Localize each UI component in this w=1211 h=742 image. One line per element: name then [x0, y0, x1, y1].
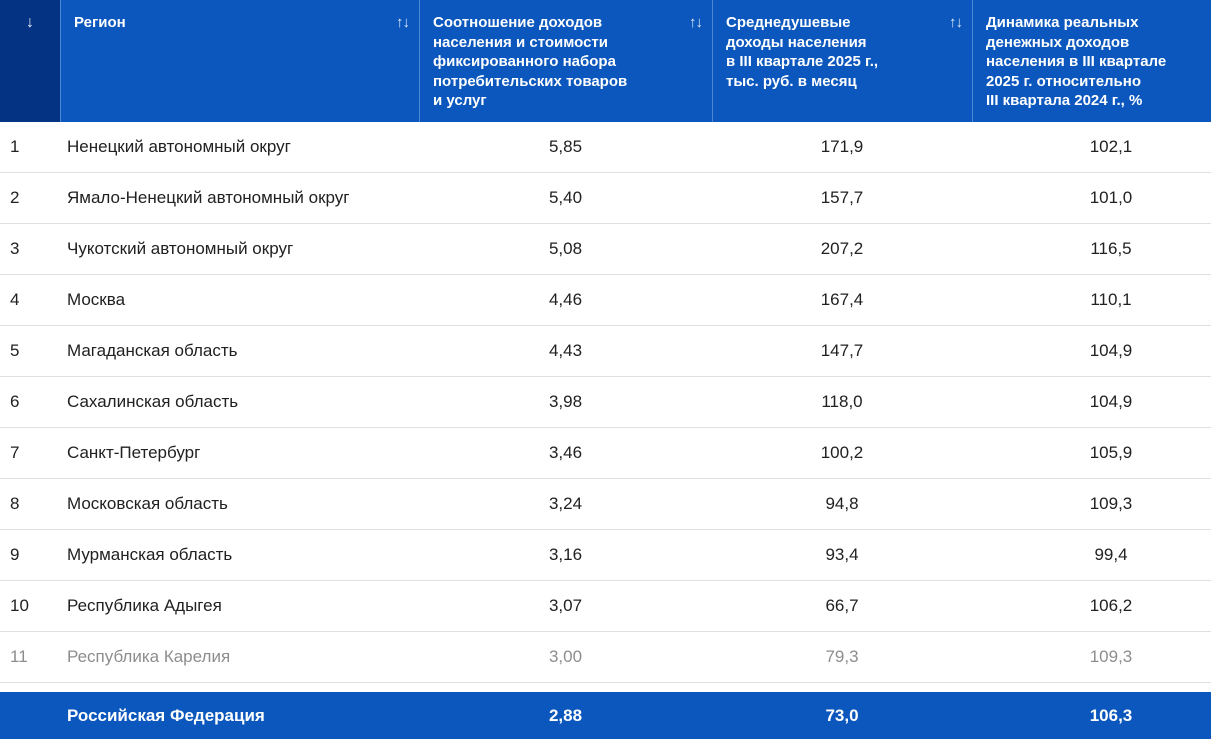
row-ratio-value: 3,46	[548, 443, 583, 462]
row-dynamics-value: 99,4	[1094, 545, 1128, 564]
row-region-name: Магаданская область	[67, 341, 238, 360]
row-ratio-value: 5,85	[548, 137, 583, 156]
sort-icon[interactable]: ↑↓	[949, 14, 963, 31]
row-rank: 1	[10, 137, 20, 156]
row-dynamics-value: 102,1	[1089, 137, 1133, 156]
row-income-value: 66,7	[825, 596, 859, 615]
row-ratio-value: 3,07	[548, 596, 583, 615]
row-region-name: Москва	[67, 290, 126, 309]
row-region-name: Ямало-Ненецкий автономный округ	[67, 188, 350, 207]
row-rank: 4	[10, 290, 20, 309]
row-rank: 9	[10, 545, 20, 564]
row-income-value: 100,2	[820, 443, 864, 462]
footer-dynamics-value: 106,3	[1089, 705, 1133, 725]
column-header-rank[interactable]: ↓	[0, 0, 60, 122]
table-header: ↓ Регион ↑↓ Соотношение доходов населения…	[0, 0, 1211, 122]
row-region-name: Мурманская область	[67, 545, 233, 564]
column-label-dynamics: Динамика реальных денежных доходов насел…	[986, 14, 1167, 109]
table-row: 1 Ненецкий автономный округ 5,85 171,9 102,1	[0, 122, 1211, 173]
footer-label: Российская Федерация	[67, 705, 265, 725]
column-header-dynamics[interactable]: Динамика реальных денежных доходов насел…	[972, 0, 1211, 122]
row-income-value: 79,3	[825, 647, 859, 666]
row-region-name: Санкт-Петербург	[67, 443, 201, 462]
table-row: 5 Магаданская область 4,43 147,7 104,9	[0, 326, 1211, 377]
row-income-value: 118,0	[821, 392, 863, 411]
table-body: 1 Ненецкий автономный округ 5,85 171,9 102,1…	[0, 122, 1211, 683]
table-row: 11 Республика Карелия 3,00 79,3 109,3	[0, 632, 1211, 683]
table-footer-row: Российская Федерация 2,88 73,0 106,3	[0, 692, 1211, 739]
row-income-value: 94,8	[825, 494, 859, 513]
row-dynamics-value: 104,9	[1089, 392, 1133, 411]
column-label-ratio: Соотношение доходов населения и стоимост…	[433, 14, 628, 109]
sort-icon[interactable]: ↑↓	[689, 14, 703, 31]
table-row: 10 Республика Адыгея 3,07 66,7 106,2	[0, 581, 1211, 632]
row-region-name: Московская область	[67, 494, 228, 513]
row-income-value: 157,7	[820, 188, 864, 207]
column-label-region: Регион	[74, 14, 126, 31]
row-rank: 3	[10, 239, 20, 258]
row-region-name: Чукотский автономный округ	[67, 239, 294, 258]
row-region-name: Сахалинская область	[67, 392, 239, 411]
table-row: 3 Чукотский автономный округ 5,08 207,2 116,…	[0, 224, 1211, 275]
row-region-name: Ненецкий автономный округ	[67, 137, 291, 156]
row-ratio-value: 5,40	[548, 188, 583, 207]
row-rank: 11	[10, 647, 28, 666]
column-header-income[interactable]: Среднедушевые доходы населения в III ква…	[712, 0, 972, 122]
column-header-ratio[interactable]: Соотношение доходов населения и стоимост…	[419, 0, 712, 122]
table-row: 7 Санкт-Петербург 3,46 100,2 105,9	[0, 428, 1211, 479]
row-rank: 6	[10, 392, 20, 411]
row-income-value: 171,9	[820, 137, 864, 156]
footer-ratio-value: 2,88	[548, 705, 583, 725]
footer-income-value: 73,0	[825, 705, 859, 725]
table-row: 6 Сахалинская область 3,98 118,0 104,9	[0, 377, 1211, 428]
row-dynamics-value: 110,1	[1090, 290, 1132, 309]
row-rank: 5	[10, 341, 20, 360]
row-dynamics-value: 105,9	[1089, 443, 1133, 462]
row-dynamics-value: 109,3	[1089, 647, 1133, 666]
row-ratio-value: 3,24	[548, 494, 583, 513]
column-label-income: Среднедушевые доходы населения в III ква…	[726, 14, 879, 90]
row-dynamics-value: 101,0	[1089, 188, 1133, 207]
sort-icon[interactable]: ↑↓	[396, 14, 410, 31]
sort-descending-icon[interactable]: ↓	[26, 14, 34, 31]
table-row: 4 Москва 4,46 167,4 110,1	[0, 275, 1211, 326]
row-income-value: 167,4	[820, 290, 864, 309]
row-rank: 2	[10, 188, 20, 207]
row-income-value: 147,7	[820, 341, 864, 360]
table-row: 9 Мурманская область 3,16 93,4 99,4	[0, 530, 1211, 581]
row-ratio-value: 3,00	[548, 647, 583, 666]
row-ratio-value: 4,43	[548, 341, 583, 360]
row-rank: 7	[10, 443, 20, 462]
row-dynamics-value: 104,9	[1089, 341, 1133, 360]
row-ratio-value: 3,98	[548, 392, 583, 411]
row-income-value: 207,2	[820, 239, 864, 258]
row-ratio-value: 5,08	[548, 239, 583, 258]
row-dynamics-value: 116,5	[1090, 239, 1132, 258]
row-dynamics-value: 109,3	[1089, 494, 1133, 513]
row-rank: 10	[10, 596, 29, 615]
row-ratio-value: 4,46	[548, 290, 583, 309]
row-dynamics-value: 106,2	[1089, 596, 1133, 615]
row-region-name: Республика Адыгея	[67, 596, 222, 615]
row-region-name: Республика Карелия	[67, 647, 231, 666]
row-ratio-value: 3,16	[548, 545, 583, 564]
column-header-region[interactable]: Регион ↑↓	[60, 0, 419, 122]
table-row: 8 Московская область 3,24 94,8 109,3	[0, 479, 1211, 530]
table-row: 2 Ямало-Ненецкий автономный округ 5,40 157,…	[0, 173, 1211, 224]
row-rank: 8	[10, 494, 20, 513]
row-income-value: 93,4	[825, 545, 859, 564]
